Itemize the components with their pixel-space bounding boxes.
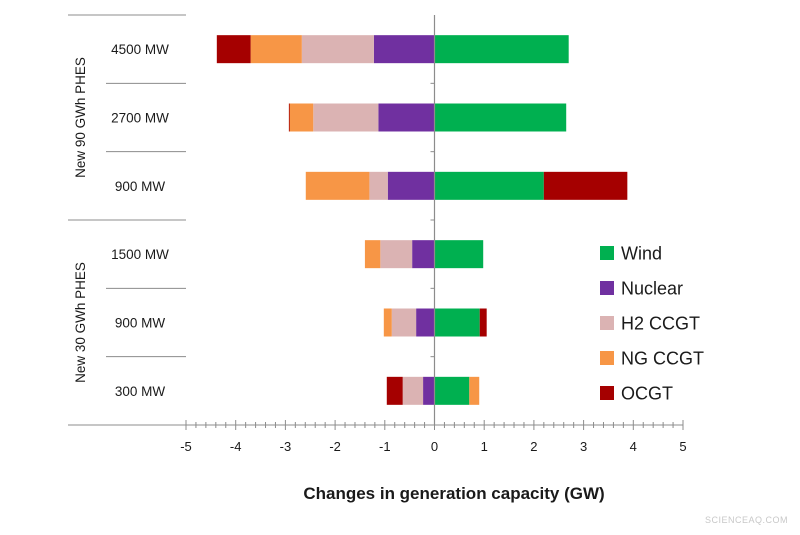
- x-tick-label: 4: [630, 439, 637, 454]
- x-tick-label: -1: [379, 439, 391, 454]
- bar-nuclear: [373, 35, 435, 64]
- category-axis: 4500 MW 2700 MW 900 MW 1500 MW 900 MW 300 MW N…: [68, 14, 186, 426]
- bar-nuclear: [423, 376, 435, 405]
- bar-wind: [434, 171, 544, 200]
- legend-label: Wind: [621, 244, 662, 264]
- watermark: SCIENCEAQ.COM: [705, 515, 788, 525]
- legend-swatch-nuclear: [600, 281, 614, 295]
- legend-swatch-wind: [600, 246, 614, 260]
- legend-label: Nuclear: [621, 279, 683, 299]
- legend-label: H2 CCGT: [621, 314, 700, 334]
- bar-ocgt: [216, 35, 251, 64]
- legend-swatch-ocgt: [600, 386, 614, 400]
- x-tick-label: -3: [280, 439, 292, 454]
- bar-ocgt: [386, 376, 403, 405]
- bar-nuclear: [412, 240, 435, 269]
- x-tick-label: 0: [431, 439, 438, 454]
- bar-ng-ccgt: [289, 103, 314, 132]
- bar-ng-ccgt: [364, 240, 381, 269]
- x-tick-label: 3: [580, 439, 587, 454]
- category-label: 300 MW: [115, 384, 166, 399]
- x-tick-label: 1: [481, 439, 488, 454]
- bar-h2-ccgt: [402, 376, 424, 405]
- bar-h2-ccgt: [313, 103, 379, 132]
- legend-label: NG CCGT: [621, 349, 704, 369]
- x-tick-label: -2: [329, 439, 341, 454]
- bar-ng-ccgt: [250, 35, 302, 64]
- category-label: 4500 MW: [111, 42, 169, 57]
- bar-ng-ccgt: [469, 376, 480, 405]
- group-label: New 30 GWh PHES: [73, 262, 88, 383]
- legend-swatch-h2-ccgt: [600, 316, 614, 330]
- bar-nuclear: [416, 308, 435, 337]
- bar-h2-ccgt: [391, 308, 417, 337]
- bar-h2-ccgt: [380, 240, 413, 269]
- bar-nuclear: [378, 103, 435, 132]
- category-label: 900 MW: [115, 316, 166, 331]
- bar-ocgt: [479, 308, 487, 337]
- bar-h2-ccgt: [301, 35, 374, 64]
- bar-wind: [434, 376, 470, 405]
- bar-wind: [434, 35, 569, 64]
- x-tick-label: -4: [230, 439, 242, 454]
- legend: Wind Nuclear H2 CCGT NG CCGT OCGT: [600, 244, 704, 404]
- category-label: 2700 MW: [111, 111, 169, 126]
- bar-ocgt: [543, 171, 628, 200]
- x-axis: -5 -4 -3 -2 -1 0 1 2 3 4 5: [180, 15, 687, 454]
- x-tick-label: -5: [180, 439, 192, 454]
- bars: [216, 35, 628, 405]
- bar-nuclear: [387, 171, 435, 200]
- bar-wind: [434, 308, 480, 337]
- bar-ng-ccgt: [383, 308, 392, 337]
- legend-label: OCGT: [621, 384, 673, 404]
- bar-ocgt: [288, 103, 290, 132]
- group-label: New 90 GWh PHES: [73, 57, 88, 178]
- x-tick-label: 2: [530, 439, 537, 454]
- bar-ng-ccgt: [305, 171, 370, 200]
- category-label: 900 MW: [115, 179, 166, 194]
- bar-h2-ccgt: [369, 171, 388, 200]
- bar-wind: [434, 240, 484, 269]
- x-axis-title: Changes in generation capacity (GW): [303, 484, 604, 503]
- category-label: 1500 MW: [111, 247, 169, 262]
- x-tick-label: 5: [679, 439, 686, 454]
- bar-wind: [434, 103, 567, 132]
- legend-swatch-ng-ccgt: [600, 351, 614, 365]
